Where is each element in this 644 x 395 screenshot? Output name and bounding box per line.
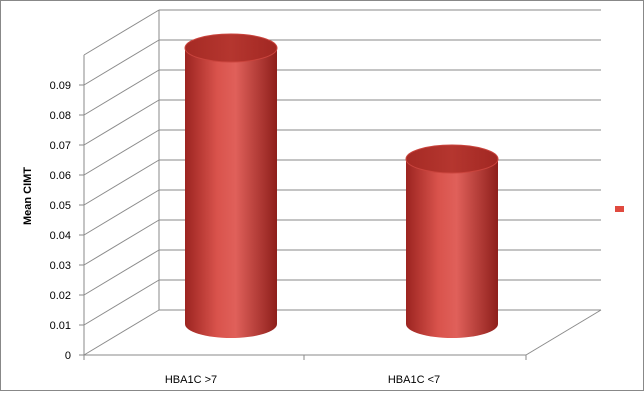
bar-body [406, 159, 498, 338]
gridline-side [83, 129, 160, 176]
y-tick-label: 0.02 [50, 290, 71, 302]
bars [184, 33, 499, 338]
gridline-side [83, 159, 160, 206]
bar [184, 33, 278, 338]
y-tick-label: 0.01 [50, 320, 71, 332]
y-tick-label: 0.07 [50, 140, 71, 152]
gridline-side [83, 189, 160, 236]
y-tick-label: 0.06 [50, 170, 71, 182]
gridline-side [83, 99, 160, 146]
gridline-side [83, 69, 160, 116]
y-tick-label: 0.03 [50, 260, 71, 272]
x-tick-label: HBA1C <7 [388, 374, 440, 386]
y-tick-label: 0.05 [50, 200, 71, 212]
gridline-side [83, 39, 160, 86]
gridline-side [83, 279, 160, 326]
gridlines [83, 9, 601, 356]
y-tick-label: 0.04 [50, 230, 71, 242]
bar-top [184, 33, 278, 63]
y-tick-label: 0.08 [50, 110, 71, 122]
x-tick-label: HBA1C >7 [165, 374, 217, 386]
gridline-side [83, 249, 160, 296]
bar-top [405, 144, 499, 174]
bar [405, 144, 499, 338]
gridline-side [83, 9, 160, 56]
y-tick-label: 0 [65, 350, 71, 362]
floor-right-edge [525, 309, 602, 356]
axes [79, 10, 602, 360]
gridline-side [83, 309, 160, 356]
gridline-side [83, 219, 160, 266]
y-tick-label: 0.09 [50, 80, 71, 92]
y-axis-title: Mean CIMT [22, 167, 34, 225]
bar-body [185, 48, 277, 338]
legend-marker [615, 206, 624, 212]
labels: 0 0.01 0.02 0.03 0.04 0.05 0.06 0.07 0.08 0.09 HBA… [50, 80, 441, 386]
